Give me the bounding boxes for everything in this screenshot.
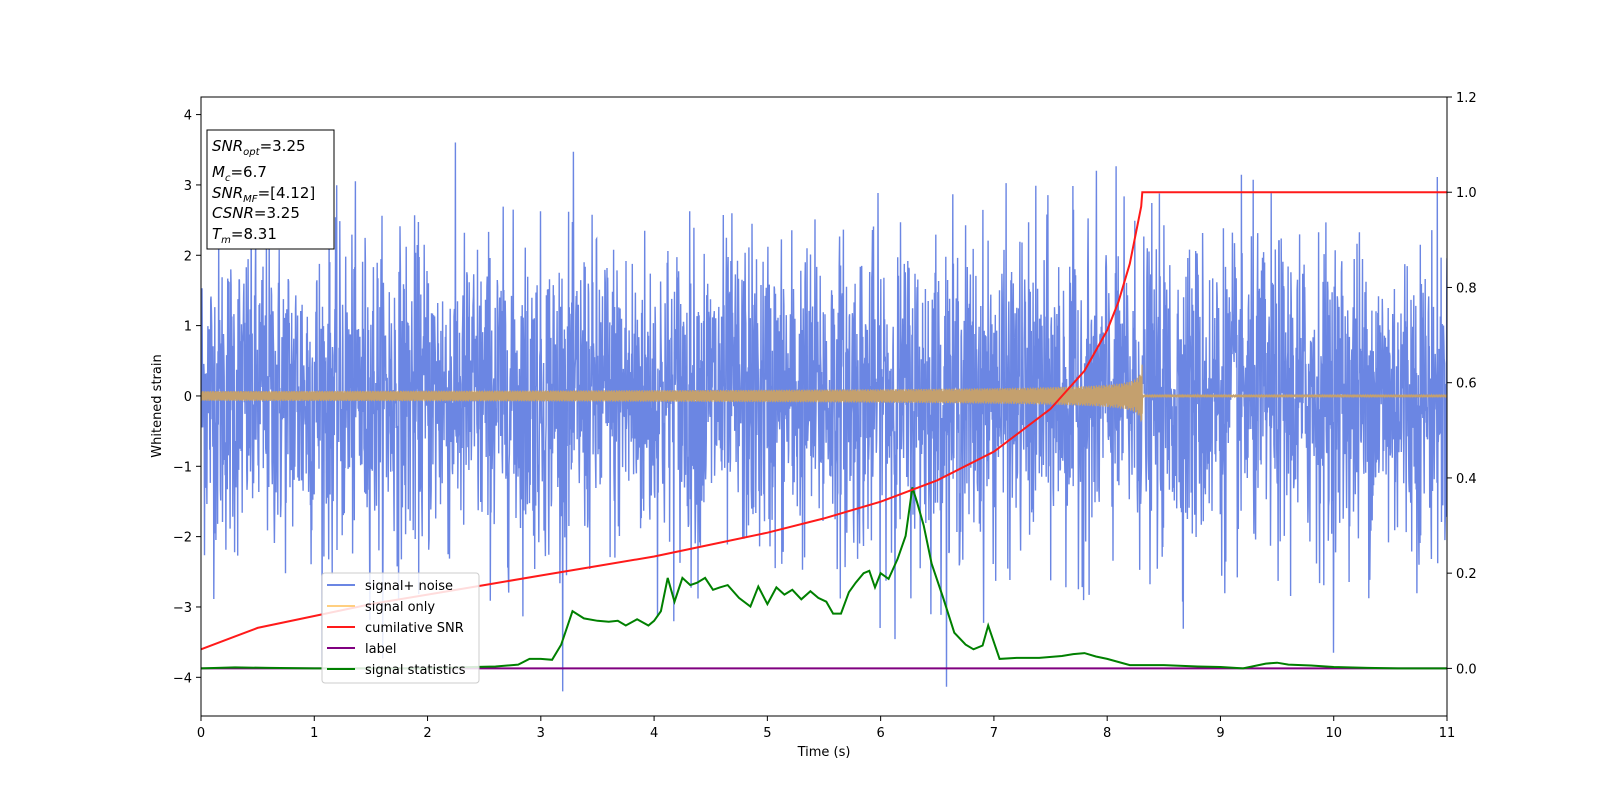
x-tick-label: 5 xyxy=(763,726,771,741)
y-tick-label: 2 xyxy=(184,249,192,264)
annotation-mc: Mc=6.7 xyxy=(212,163,267,184)
x-tick-label: 10 xyxy=(1325,726,1342,741)
y2-tick-label: 0.8 xyxy=(1456,281,1477,296)
legend-label-signal-only: signal only xyxy=(365,600,435,615)
annotation-tm: Tm=8.31 xyxy=(212,225,277,246)
series-line-signal-noise xyxy=(201,142,1447,692)
x-tick-label: 11 xyxy=(1439,726,1456,741)
y2-tick-label: 0.2 xyxy=(1456,567,1477,582)
y-tick-label: −2 xyxy=(173,531,192,546)
y2-tick-label: 0.4 xyxy=(1456,472,1477,487)
x-tick-label: 1 xyxy=(310,726,318,741)
y-tick-label: −4 xyxy=(173,671,192,686)
x-tick-label: 4 xyxy=(650,726,658,741)
y-tick-label: 3 xyxy=(184,179,192,194)
y2-tick-label: 1.2 xyxy=(1456,91,1477,106)
x-tick-label: 2 xyxy=(423,726,431,741)
y-tick-label: 4 xyxy=(184,109,192,124)
legend-label-label: label xyxy=(365,642,396,657)
y2-tick-label: 0.0 xyxy=(1456,662,1477,677)
x-tick-label: 7 xyxy=(990,726,998,741)
x-tick-label: 3 xyxy=(537,726,545,741)
series-line-signal-statistics xyxy=(201,487,1447,670)
legend-label-signal-statistics: signal statistics xyxy=(365,663,466,678)
plot-frame xyxy=(200,96,1448,717)
x-tick-label: 9 xyxy=(1216,726,1224,741)
x-tick-label: 6 xyxy=(876,726,884,741)
legend: signal+ noise signal only cumilative SNR… xyxy=(321,572,480,684)
y-axis-label: Whitened strain xyxy=(150,354,165,457)
y-tick-label: 1 xyxy=(184,320,192,335)
x-axis: 0 1 2 3 4 5 6 7 8 9 10 11 xyxy=(197,716,1455,741)
y-tick-label: −3 xyxy=(173,601,192,616)
annotation-snr-opt: SNRopt=3.25 xyxy=(212,137,306,158)
legend-label-cumilative-snr: cumilative SNR xyxy=(365,621,464,636)
y-tick-label: −1 xyxy=(173,460,192,475)
x-axis-label: Time (s) xyxy=(797,745,851,760)
y2-tick-label: 1.0 xyxy=(1456,186,1477,201)
y-tick-label: 0 xyxy=(184,390,192,405)
y2-tick-label: 0.6 xyxy=(1456,377,1477,392)
x-tick-label: 8 xyxy=(1103,726,1111,741)
annotation-snr-mf: SNRMF=[4.12] xyxy=(212,184,315,205)
legend-label-signal-noise: signal+ noise xyxy=(365,579,453,594)
annotation-box: SNRopt=3.25 Mc=6.7 SNRMF=[4.12] CSNR=3.2… xyxy=(206,129,335,250)
x-tick-label: 0 xyxy=(197,726,205,741)
y-axis-left: 4 3 2 1 0 −1 −2 −3 −4 xyxy=(173,109,201,686)
annotation-csnr: CSNR=3.25 xyxy=(212,204,300,222)
series-line-signal-only xyxy=(201,364,1447,422)
y-axis-right: 1.2 1.0 0.8 0.6 0.4 0.2 0.0 xyxy=(1447,91,1477,677)
